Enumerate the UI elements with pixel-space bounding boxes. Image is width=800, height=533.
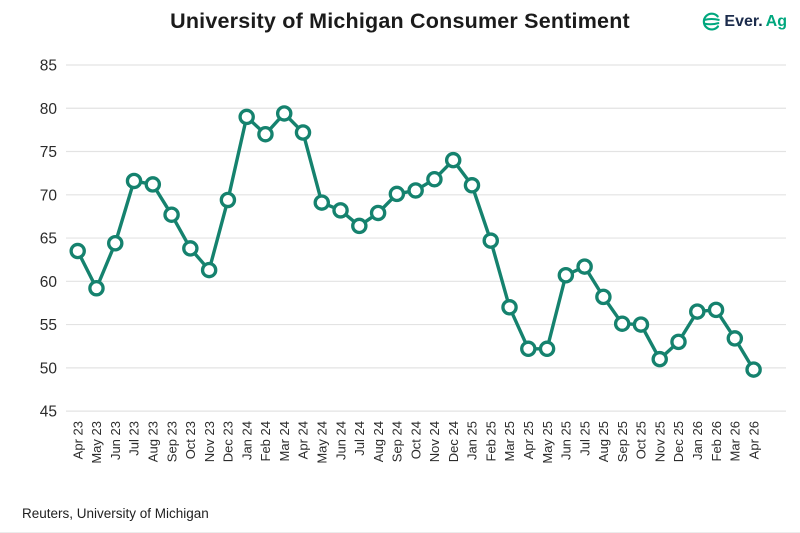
x-tick-label: Oct 24: [408, 421, 423, 459]
y-tick-label: 75: [40, 144, 57, 161]
x-tick-label: Dec 24: [446, 421, 461, 462]
data-point-marker: [257, 125, 274, 143]
data-point-marker: [426, 170, 443, 188]
data-point-marker: [557, 267, 575, 284]
x-tick-label: Jan 24: [239, 421, 254, 460]
data-point-marker: [613, 315, 631, 332]
x-tick-label: May 25: [540, 421, 555, 464]
x-tick-label: Apr 23: [70, 421, 85, 459]
data-point-marker: [538, 340, 556, 358]
x-tick-label: Jan 26: [690, 421, 705, 460]
everag-logo-icon: [703, 12, 721, 31]
y-tick-label: 45: [40, 404, 57, 421]
data-point-marker: [444, 151, 462, 169]
data-point-marker: [219, 191, 237, 209]
data-point-marker: [707, 301, 725, 319]
data-point-marker: [689, 303, 706, 320]
x-tick-label: Apr 25: [521, 421, 536, 459]
x-tick-label: Nov 24: [427, 421, 442, 462]
x-tick-label: Nov 25: [652, 421, 667, 462]
data-point-marker: [275, 105, 293, 122]
data-point-marker: [726, 330, 744, 347]
source-attribution: Reuters, University of Michigan: [22, 506, 209, 521]
data-point-marker: [144, 176, 162, 193]
data-point-marker: [369, 204, 387, 222]
x-tick-label: Nov 23: [202, 421, 217, 462]
y-tick-label: 85: [40, 58, 57, 75]
x-tick-label: Apr 24: [296, 421, 311, 459]
x-tick-label: Feb 24: [258, 421, 273, 461]
x-tick-label: Jul 24: [352, 421, 367, 456]
data-point-marker: [463, 177, 481, 194]
x-tick-label: Mar 25: [502, 421, 517, 461]
x-tick-label: Mar 26: [728, 421, 743, 461]
x-tick-label: Mar 24: [277, 421, 292, 461]
y-tick-label: 50: [40, 360, 58, 377]
data-point-marker: [107, 234, 124, 252]
x-tick-label: Jun 25: [559, 421, 574, 460]
x-tick-label: Sep 25: [615, 421, 630, 462]
x-tick-label: Jun 23: [108, 421, 123, 460]
logo-brand-prefix: Ever.: [724, 12, 763, 30]
data-point-marker: [670, 333, 687, 351]
x-tick-label: Sep 24: [390, 421, 405, 462]
x-tick-label: Dec 25: [671, 421, 686, 462]
x-tick-label: Jul 23: [127, 421, 142, 456]
x-tick-label: Aug 25: [596, 421, 611, 462]
x-tick-label: Oct 25: [634, 421, 649, 459]
data-point-marker: [520, 340, 537, 358]
x-tick-label: Feb 25: [483, 421, 498, 461]
data-point-marker: [200, 261, 218, 279]
x-tick-label: May 23: [89, 421, 104, 464]
y-tick-label: 80: [40, 101, 58, 118]
y-tick-label: 60: [40, 274, 58, 291]
y-tick-label: 65: [40, 231, 57, 248]
data-point-marker: [88, 279, 105, 297]
data-point-marker: [482, 232, 499, 249]
x-tick-label: Feb 26: [709, 421, 724, 461]
x-tick-label: Aug 23: [146, 421, 161, 462]
data-point-marker: [501, 299, 518, 316]
x-tick-label: Sep 23: [164, 421, 179, 462]
y-tick-label: 70: [40, 187, 58, 204]
x-tick-label: Jul 25: [577, 421, 592, 456]
x-tick-label: Dec 23: [221, 421, 236, 462]
data-point-marker: [238, 108, 255, 126]
everag-logo: Ever. Ag: [702, 12, 787, 31]
x-tick-label: Jun 24: [333, 421, 348, 460]
x-tick-label: Aug 24: [371, 421, 386, 462]
data-point-marker: [745, 361, 762, 378]
data-point-marker: [163, 206, 180, 223]
data-point-marker: [332, 202, 349, 219]
data-point-marker: [294, 124, 312, 141]
logo-brand-suffix: Ag: [765, 12, 787, 30]
chart-title: University of Michigan Consumer Sentimen…: [170, 9, 630, 33]
data-point-marker: [576, 258, 593, 275]
data-point-marker: [632, 316, 650, 333]
x-tick-label: May 24: [314, 421, 329, 464]
data-point-marker: [407, 182, 424, 199]
x-tick-label: Oct 23: [183, 421, 198, 459]
data-point-marker: [351, 217, 368, 235]
data-point-marker: [313, 194, 331, 211]
data-point-marker: [388, 185, 406, 203]
data-point-marker: [182, 240, 199, 257]
data-point-marker: [125, 172, 143, 190]
x-tick-label: Jan 25: [465, 421, 480, 460]
data-point-marker: [651, 350, 668, 368]
data-point-marker: [69, 242, 86, 260]
data-point-marker: [595, 288, 612, 306]
x-tick-label: Apr 26: [746, 421, 761, 459]
y-tick-label: 55: [40, 317, 57, 334]
